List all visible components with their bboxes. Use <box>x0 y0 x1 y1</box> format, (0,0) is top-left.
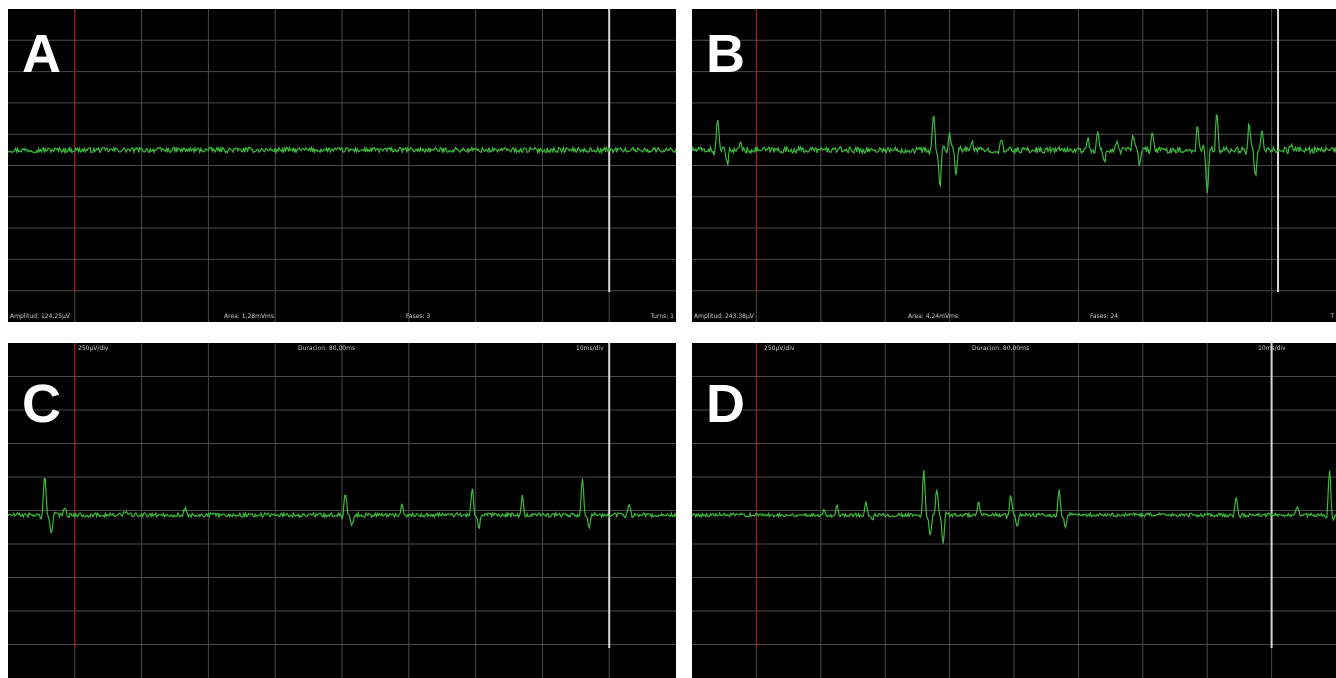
emg-trace <box>8 145 676 155</box>
emg-panel-a: A Amplitud: 124,25µV Area: 1,28mVms Fase… <box>8 9 676 322</box>
gain-readout: 250µV/div <box>764 345 795 352</box>
sweep-readout: 10ms/div <box>1258 345 1286 352</box>
emg-trace <box>692 470 1336 544</box>
emg-plot-c <box>8 343 676 678</box>
panel-letter-a: A <box>22 24 61 84</box>
emg-plot-d <box>692 343 1336 678</box>
duration-readout: Duracion: 80,00ms <box>298 345 356 352</box>
area-readout: Area: 1,28mVms <box>224 313 275 320</box>
phases-readout: Fases: 3 <box>406 313 431 320</box>
amplitude-readout: Amplitud: 124,25µV <box>10 313 70 320</box>
emg-panel-d: D 250µV/div Duracion: 80,00ms 10ms/div <box>692 343 1336 678</box>
area-readout: Area: 4,24mVms <box>908 313 959 320</box>
emg-trace <box>8 477 676 534</box>
emg-plot-b <box>692 9 1336 322</box>
gain-readout: 250µV/div <box>78 345 109 352</box>
panel-letter-d: D <box>706 374 745 434</box>
panel-letter-c: C <box>22 374 61 434</box>
duration-readout: Duracion: 80,00ms <box>972 345 1030 352</box>
emg-panel-b: B Amplitud: 243,38µV Area: 4,24mVms Fase… <box>692 9 1336 322</box>
emg-plot-a <box>8 9 676 322</box>
turns-readout: Turns: 1 <box>650 313 674 320</box>
emg-panel-c: C 250µV/div Duracion: 80,00ms 10ms/div <box>8 343 676 678</box>
panel-letter-b: B <box>706 24 745 84</box>
sweep-readout: 10ms/div <box>576 345 604 352</box>
phases-readout: Fases: 24 <box>1090 313 1119 320</box>
turns-readout: T <box>1330 313 1334 320</box>
emg-trace <box>692 113 1336 194</box>
amplitude-readout: Amplitud: 243,38µV <box>694 313 754 320</box>
